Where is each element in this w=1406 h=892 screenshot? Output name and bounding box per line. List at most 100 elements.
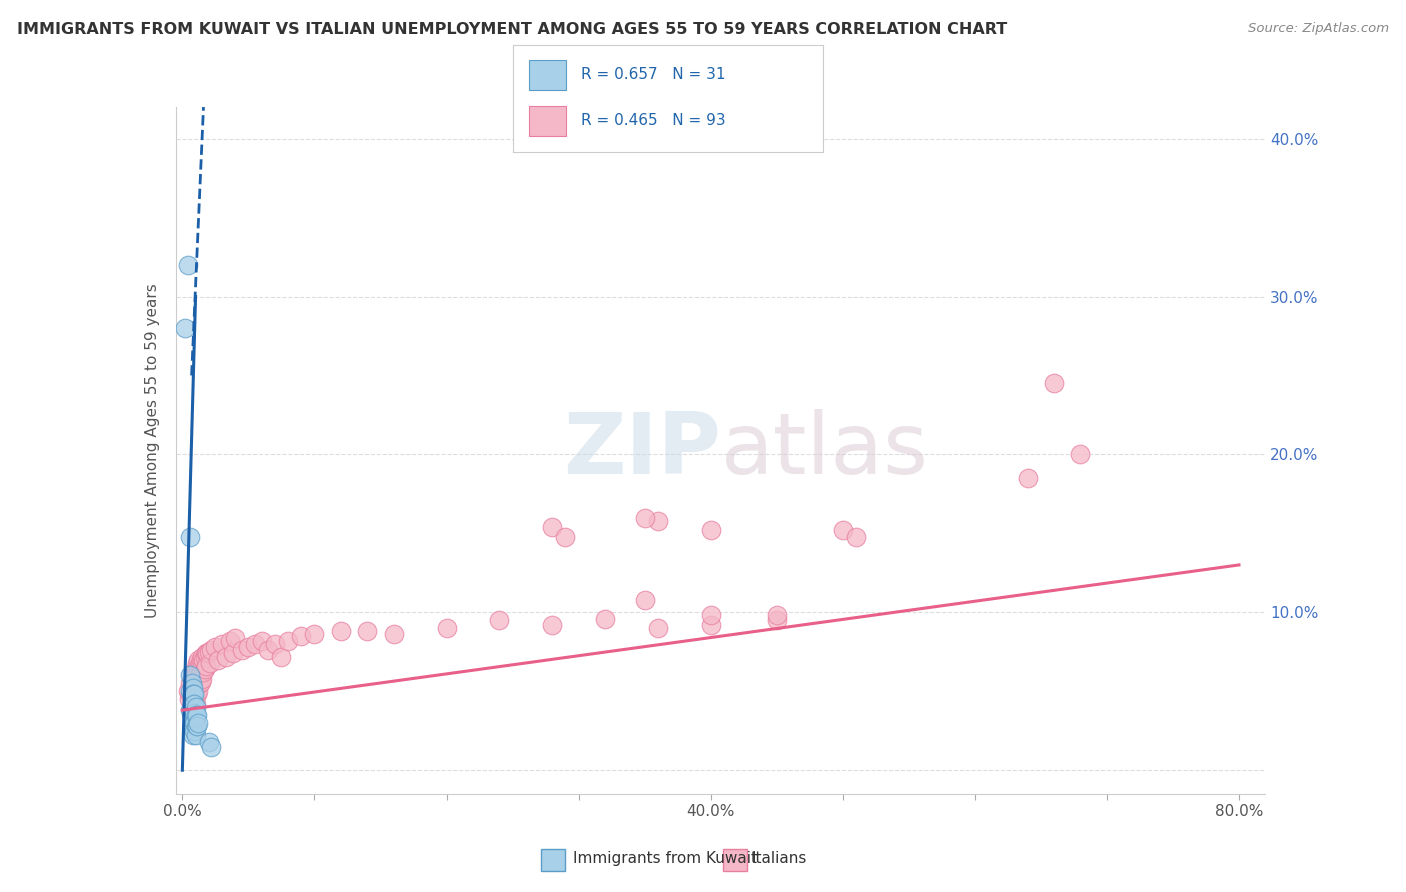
Point — [183, 672, 205, 686]
Point — [633, 592, 655, 607]
Point — [541, 618, 564, 632]
Text: ZIP: ZIP — [562, 409, 721, 492]
Point — [200, 643, 222, 657]
Point — [845, 529, 868, 543]
FancyBboxPatch shape — [529, 105, 565, 136]
Point — [200, 739, 222, 754]
Point — [181, 681, 204, 695]
Point — [181, 687, 204, 701]
Point — [699, 618, 721, 632]
Point — [224, 631, 246, 645]
Point — [177, 692, 200, 706]
Point — [181, 703, 204, 717]
Point — [204, 640, 226, 654]
Point — [181, 697, 204, 711]
Point — [290, 629, 312, 643]
Point — [197, 735, 219, 749]
Point — [186, 719, 208, 733]
Point — [197, 646, 219, 660]
Text: Source: ZipAtlas.com: Source: ZipAtlas.com — [1249, 22, 1389, 36]
Point — [193, 653, 215, 667]
Point — [180, 707, 202, 722]
Point — [181, 713, 204, 727]
Point — [183, 687, 205, 701]
Point — [541, 520, 564, 534]
Point — [647, 514, 669, 528]
Point — [195, 646, 218, 660]
Point — [174, 321, 197, 335]
Point — [356, 624, 378, 639]
Point — [633, 510, 655, 524]
Point — [184, 668, 207, 682]
Point — [219, 633, 242, 648]
Point — [270, 649, 292, 664]
Point — [194, 662, 217, 676]
Point — [180, 697, 202, 711]
Point — [195, 659, 218, 673]
Point — [183, 697, 205, 711]
Text: R = 0.465   N = 93: R = 0.465 N = 93 — [581, 113, 725, 128]
Point — [187, 653, 209, 667]
Point — [181, 729, 204, 743]
Point — [436, 621, 458, 635]
FancyBboxPatch shape — [541, 849, 565, 871]
Point — [329, 624, 352, 639]
Point — [193, 665, 215, 680]
Text: IMMIGRANTS FROM KUWAIT VS ITALIAN UNEMPLOYMENT AMONG AGES 55 TO 59 YEARS CORRELA: IMMIGRANTS FROM KUWAIT VS ITALIAN UNEMPL… — [17, 22, 1007, 37]
Point — [184, 729, 207, 743]
Point — [215, 649, 238, 664]
Point — [179, 676, 201, 690]
Point — [183, 665, 205, 680]
Point — [183, 706, 205, 721]
Point — [190, 664, 212, 678]
Point — [187, 672, 209, 686]
Point — [1017, 471, 1039, 485]
Point — [250, 633, 273, 648]
Point — [231, 643, 253, 657]
Point — [194, 649, 217, 664]
Point — [190, 674, 212, 689]
Point — [197, 645, 219, 659]
Point — [765, 608, 787, 623]
Point — [211, 637, 233, 651]
Point — [186, 665, 208, 680]
Point — [191, 649, 214, 664]
Point — [221, 646, 243, 660]
Point — [183, 681, 205, 695]
Point — [191, 672, 214, 686]
Point — [181, 668, 204, 682]
Text: R = 0.657   N = 31: R = 0.657 N = 31 — [581, 67, 725, 82]
Point — [184, 700, 207, 714]
Point — [187, 660, 209, 674]
Point — [187, 684, 209, 698]
Point — [179, 703, 201, 717]
Point — [765, 613, 787, 627]
Point — [179, 684, 201, 698]
Point — [179, 687, 201, 701]
Text: Italians: Italians — [752, 852, 807, 866]
Point — [187, 715, 209, 730]
Point — [180, 687, 202, 701]
Point — [1043, 376, 1066, 391]
Y-axis label: Unemployment Among Ages 55 to 59 years: Unemployment Among Ages 55 to 59 years — [145, 283, 160, 618]
Point — [181, 687, 204, 701]
Point — [382, 627, 405, 641]
Point — [198, 656, 221, 670]
Point — [647, 621, 669, 635]
Point — [184, 660, 207, 674]
Point — [263, 637, 285, 651]
Point — [188, 676, 211, 690]
Point — [190, 653, 212, 667]
Point — [186, 687, 208, 701]
Point — [1069, 447, 1091, 461]
Point — [181, 676, 204, 690]
Text: Immigrants from Kuwait: Immigrants from Kuwait — [574, 852, 756, 866]
Point — [277, 633, 299, 648]
Point — [180, 700, 202, 714]
Point — [180, 672, 202, 686]
Point — [186, 656, 208, 670]
Point — [176, 258, 198, 272]
Point — [183, 715, 205, 730]
Point — [183, 703, 205, 717]
Point — [183, 713, 205, 727]
